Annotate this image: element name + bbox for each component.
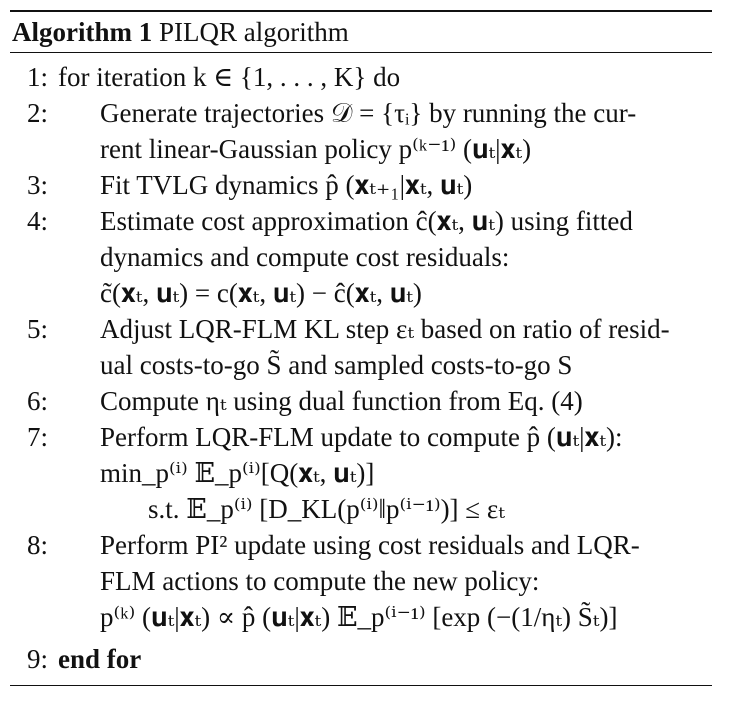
algorithm-label: Algorithm 1 [12, 17, 153, 47]
line-text: rent linear-Gaussian policy p⁽ᵏ⁻¹⁾ (𝐮ₜ|𝐱… [100, 134, 532, 164]
line-text: FLM actions to compute the new policy: [100, 566, 540, 596]
line-number: 9: [26, 644, 48, 674]
algorithm-line: 2: Generate trajectories 𝒟 = {τᵢ} by run… [10, 95, 712, 131]
line-number: 2: [26, 98, 48, 128]
line-text: c̃(𝐱ₜ, 𝐮ₜ) = c(𝐱ₜ, 𝐮ₜ) − ĉ(𝐱ₜ, 𝐮ₜ) [100, 278, 422, 308]
algorithm-line: dynamics and compute cost residuals: [10, 239, 712, 275]
algorithm-line: 8: Perform PI² update using cost residua… [10, 527, 712, 563]
algorithm-line: rent linear-Gaussian policy p⁽ᵏ⁻¹⁾ (𝐮ₜ|𝐱… [10, 131, 712, 167]
line-number: 7: [26, 422, 48, 452]
algorithm-line: c̃(𝐱ₜ, 𝐮ₜ) = c(𝐱ₜ, 𝐮ₜ) − ĉ(𝐱ₜ, 𝐮ₜ) [10, 275, 712, 311]
algorithm-box: Algorithm 1 PILQR algorithm 1: for itera… [10, 10, 712, 686]
line-text: for iteration k ∈ {1, . . . , K} do [58, 62, 401, 92]
caption-rule [10, 52, 712, 53]
line-number: 1: [26, 62, 48, 92]
line-text: s.t. 𝔼_p⁽ⁱ⁾ [D_KL(p⁽ⁱ⁾‖p⁽ⁱ⁻¹⁾)] ≤ εₜ [148, 494, 505, 524]
line-text: ual costs-to-go S̃ and sampled costs-to-… [100, 350, 573, 380]
line-number: 3: [26, 170, 48, 200]
line-text: min_p⁽ⁱ⁾ 𝔼_p⁽ⁱ⁾[Q(𝐱ₜ, 𝐮ₜ)] [100, 458, 375, 488]
algorithm-line: ual costs-to-go S̃ and sampled costs-to-… [10, 347, 712, 383]
line-number: 8: [26, 530, 48, 560]
algorithm-line: 6: Compute ηₜ using dual function from E… [10, 383, 712, 419]
algorithm-lines: 1: for iteration k ∈ {1, . . . , K} do 2… [10, 53, 712, 685]
algorithm-line: 9: end for [10, 641, 712, 677]
line-text: Estimate cost approximation ĉ(𝐱ₜ, 𝐮ₜ) us… [100, 206, 633, 236]
line-text: Perform LQR-FLM update to compute p̂ (𝐮ₜ… [100, 422, 623, 452]
line-text: Adjust LQR-FLM KL step εₜ based on ratio… [100, 314, 670, 344]
line-text: dynamics and compute cost residuals: [100, 242, 510, 272]
line-number: 6: [26, 386, 48, 416]
algorithm-line: 7: Perform LQR-FLM update to compute p̂ … [10, 419, 712, 455]
line-text: Perform PI² update using cost residuals … [100, 530, 640, 560]
algorithm-title: PILQR algorithm [158, 17, 349, 47]
algorithm-line: min_p⁽ⁱ⁾ 𝔼_p⁽ⁱ⁾[Q(𝐱ₜ, 𝐮ₜ)] [10, 455, 712, 491]
algorithm-line: 4: Estimate cost approximation ĉ(𝐱ₜ, 𝐮ₜ)… [10, 203, 712, 239]
algorithm-caption: Algorithm 1 PILQR algorithm [10, 12, 712, 52]
line-text: Fit TVLG dynamics p̂ (𝐱ₜ₊₁|𝐱ₜ, 𝐮ₜ) [100, 170, 473, 200]
line-number: 4: [26, 206, 48, 236]
line-text: Compute ηₜ using dual function from Eq. … [100, 386, 583, 416]
algorithm-line: FLM actions to compute the new policy: [10, 563, 712, 599]
algorithm-line: 3: Fit TVLG dynamics p̂ (𝐱ₜ₊₁|𝐱ₜ, 𝐮ₜ) [10, 167, 712, 203]
line-text: p⁽ᵏ⁾ (𝐮ₜ|𝐱ₜ) ∝ p̂ (𝐮ₜ|𝐱ₜ) 𝔼_p⁽ⁱ⁻¹⁾ [exp … [100, 602, 618, 632]
line-text: end for [58, 644, 142, 674]
top-rule [10, 10, 712, 12]
line-number: 5: [26, 314, 48, 344]
algorithm-line: p⁽ᵏ⁾ (𝐮ₜ|𝐱ₜ) ∝ p̂ (𝐮ₜ|𝐱ₜ) 𝔼_p⁽ⁱ⁻¹⁾ [exp … [10, 599, 712, 641]
algorithm-line: 5: Adjust LQR-FLM KL step εₜ based on ra… [10, 311, 712, 347]
algorithm-line: 1: for iteration k ∈ {1, . . . , K} do [10, 59, 712, 95]
line-text: Generate trajectories 𝒟 = {τᵢ} by runnin… [100, 98, 637, 128]
bottom-rule [10, 685, 712, 686]
algorithm-line: s.t. 𝔼_p⁽ⁱ⁾ [D_KL(p⁽ⁱ⁾‖p⁽ⁱ⁻¹⁾)] ≤ εₜ [10, 491, 712, 527]
